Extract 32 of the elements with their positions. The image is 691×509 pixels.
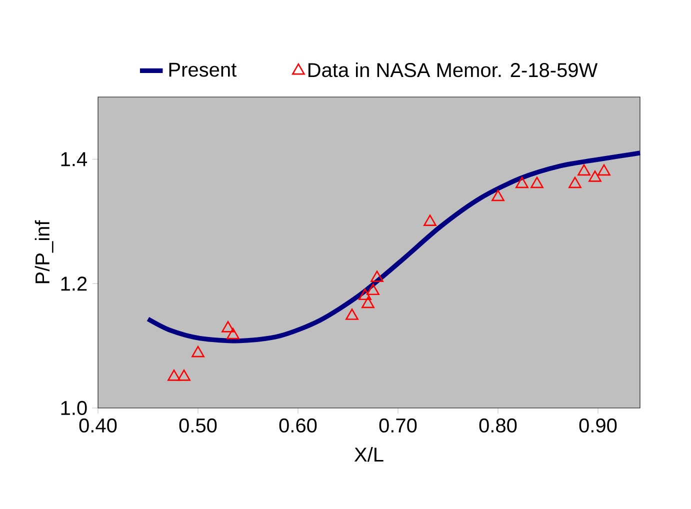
legend-label: Data in NASA Memor. 2-18-59W <box>308 62 598 78</box>
point <box>530 176 544 188</box>
point <box>370 270 384 282</box>
point <box>366 284 380 296</box>
point <box>568 176 582 188</box>
x-tick-label: 0.40 <box>79 418 117 433</box>
y-axis-title: P/P_inf <box>34 220 54 284</box>
x-tick-label: 0.60 <box>279 418 317 433</box>
point <box>358 288 372 300</box>
x-axis-title: X/L <box>354 447 384 462</box>
x-tick-label: 0.70 <box>379 418 417 433</box>
legend-label: Present <box>169 62 236 77</box>
point <box>424 214 436 226</box>
point <box>598 164 610 176</box>
point <box>516 176 528 188</box>
point <box>178 370 190 381</box>
x-tick-label: 0.90 <box>579 418 617 433</box>
point <box>226 328 240 340</box>
point <box>222 321 234 332</box>
point <box>362 296 374 308</box>
point <box>492 190 504 202</box>
y-tick-label: 1.2 <box>61 276 87 291</box>
y-tick-label: 1.0 <box>61 400 87 416</box>
point <box>588 170 602 182</box>
point <box>346 308 358 320</box>
y-tick-label: 1.4 <box>61 152 88 166</box>
point <box>578 164 590 176</box>
x-tick-label: 0.80 <box>479 418 517 433</box>
point <box>192 346 204 358</box>
x-tick-label: 0.50 <box>179 418 217 433</box>
point <box>168 370 180 381</box>
line-series <box>146 150 642 344</box>
